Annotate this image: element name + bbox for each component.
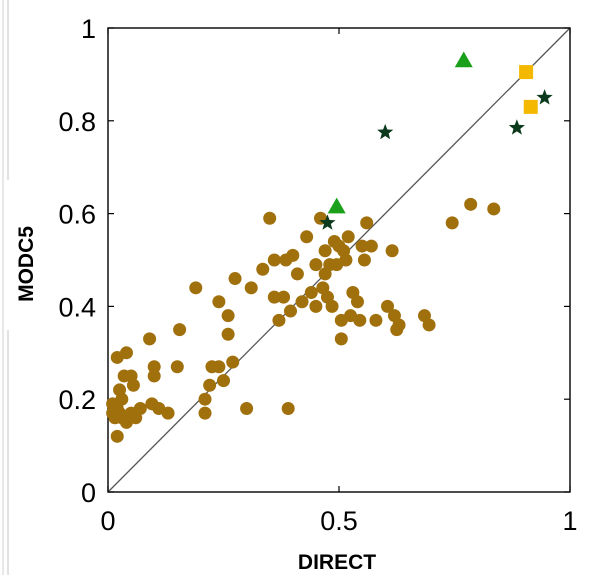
data-point-circle	[263, 211, 277, 225]
data-point-circle	[341, 230, 355, 244]
data-point-circle	[189, 281, 203, 295]
data-point-circle	[173, 323, 187, 337]
data-point-circle	[355, 239, 369, 253]
data-point-circle	[318, 244, 332, 258]
data-point-circle	[422, 318, 436, 332]
data-point-square	[519, 65, 534, 80]
data-point-circle	[256, 262, 270, 276]
data-point-circle	[212, 360, 226, 374]
data-point-circle	[385, 244, 399, 258]
data-point-circle	[267, 290, 281, 304]
x-tick-label: 1	[562, 506, 577, 536]
data-point-circle	[119, 346, 133, 360]
data-point-circle	[464, 197, 478, 211]
data-point-circle	[369, 313, 383, 327]
data-point-circle	[300, 230, 314, 244]
data-point-circle	[381, 299, 395, 313]
data-point-circle	[364, 239, 378, 253]
x-tick-label: 0	[100, 506, 115, 536]
data-point-circle	[334, 332, 348, 346]
data-point-circle	[309, 299, 323, 313]
x-axis-label: DIRECT	[298, 551, 376, 574]
data-point-circle	[487, 202, 501, 216]
data-point-circle	[170, 360, 184, 374]
data-point-circle	[309, 258, 323, 272]
data-point-circle	[325, 299, 339, 313]
data-point-triangle	[327, 197, 346, 214]
data-point-circle	[147, 369, 161, 383]
data-point-circle	[221, 327, 235, 341]
data-point-star	[508, 119, 525, 135]
data-point-circle	[133, 401, 147, 415]
data-point-circle	[228, 272, 242, 286]
y-tick-label: 0.6	[58, 200, 96, 230]
data-point-circle	[267, 253, 281, 267]
data-point-star	[536, 89, 553, 105]
y-tick-label: 0	[81, 478, 96, 508]
data-point-circle	[286, 248, 300, 262]
data-point-circle	[350, 295, 364, 309]
data-point-circle	[240, 401, 254, 415]
y-tick-label: 0.8	[58, 107, 96, 137]
data-point-circle	[281, 401, 295, 415]
data-point-circle	[161, 406, 175, 420]
data-point-circle	[283, 304, 297, 318]
data-point-circle	[198, 392, 212, 406]
data-point-circle	[212, 295, 226, 309]
data-point-circle	[147, 360, 161, 374]
y-tick-label: 0.2	[58, 385, 96, 415]
data-point-circle	[113, 383, 127, 397]
y-tick-label: 0.4	[58, 292, 96, 322]
x-tick-label: 0.5	[320, 506, 358, 536]
data-point-circle	[110, 429, 124, 443]
data-point-circle	[277, 290, 291, 304]
axes-labels: 0 0.5 1 0 0.2 0.4 0.6 0.8 1	[58, 14, 577, 536]
data-point-circle	[445, 216, 459, 230]
data-point-circle	[290, 267, 304, 281]
data-point-circle	[360, 216, 374, 230]
y-axis-label: MODC5	[15, 226, 38, 302]
data-point-circle	[221, 309, 235, 323]
data-point-circle	[203, 378, 217, 392]
data-point-circle	[304, 285, 318, 299]
data-point-circle	[339, 253, 353, 267]
data-point-triangle	[454, 51, 473, 68]
data-point-circle	[353, 313, 367, 327]
data-point-circle	[198, 406, 212, 420]
data-point-square	[523, 99, 538, 114]
data-point-circle	[392, 318, 406, 332]
data-point-circle	[126, 378, 140, 392]
data-point-circle	[244, 281, 258, 295]
data-point-star	[377, 123, 394, 140]
data-point-circle	[143, 332, 157, 346]
data-point-star	[319, 214, 336, 230]
y-tick-label: 1	[81, 14, 96, 44]
data-point-circle	[272, 313, 286, 327]
data-point-circle	[217, 374, 230, 388]
data-point-circle	[226, 355, 240, 369]
plot-area	[106, 27, 571, 493]
data-point-circle	[295, 295, 309, 309]
data-point-circle	[357, 253, 371, 267]
